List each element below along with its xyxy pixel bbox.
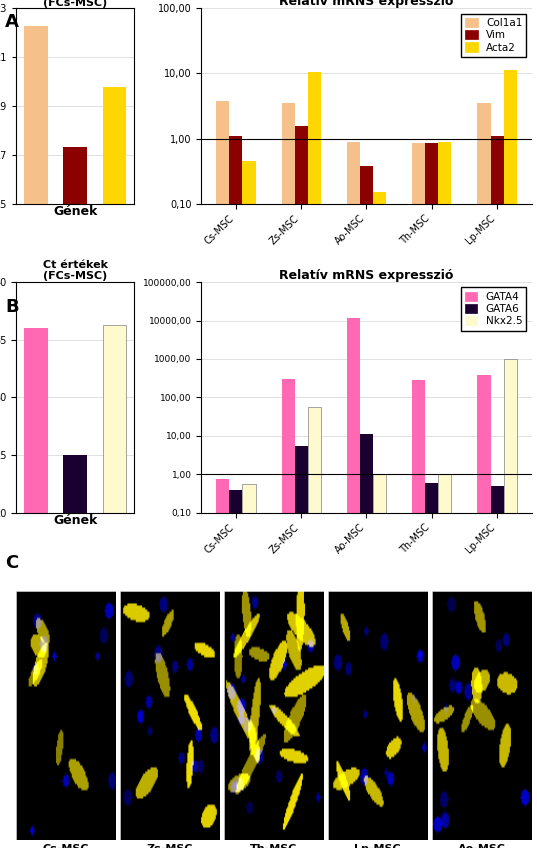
X-axis label: Cs-MSC: Cs-MSC <box>43 844 89 848</box>
Bar <box>438 142 451 848</box>
Bar <box>63 148 87 204</box>
Bar <box>281 103 295 848</box>
Bar <box>477 375 490 848</box>
Bar <box>425 483 438 848</box>
Bar <box>412 143 425 848</box>
Legend: GATA4, GATA6, Nkx2.5: GATA4, GATA6, Nkx2.5 <box>461 287 526 331</box>
Title: Relatív mRNS expresszió: Relatív mRNS expresszió <box>279 0 454 8</box>
Title: Ct értékek
(FCs-MSC): Ct értékek (FCs-MSC) <box>42 0 107 8</box>
Bar <box>412 380 425 848</box>
Bar <box>216 479 229 848</box>
Title: Relatív mRNS expresszió: Relatív mRNS expresszió <box>279 269 454 282</box>
Bar <box>373 192 386 848</box>
Bar <box>295 446 308 848</box>
Bar <box>347 317 360 848</box>
Bar <box>308 407 321 848</box>
Bar <box>216 101 229 848</box>
Text: C: C <box>5 554 19 572</box>
Bar <box>103 325 126 513</box>
X-axis label: Ao-MSC: Ao-MSC <box>458 844 506 848</box>
Text: A: A <box>5 13 19 31</box>
Bar <box>438 474 451 848</box>
Bar <box>425 143 438 848</box>
Bar <box>103 86 126 204</box>
X-axis label: Th-MSC: Th-MSC <box>250 844 297 848</box>
Bar <box>360 166 373 848</box>
Bar <box>504 70 517 848</box>
Bar <box>477 103 490 848</box>
Bar <box>373 474 386 848</box>
Bar <box>308 72 321 848</box>
Legend: Col1a1, Vim, Acta2: Col1a1, Vim, Acta2 <box>461 14 526 57</box>
Bar <box>229 489 242 848</box>
Bar <box>24 25 48 204</box>
Bar <box>295 126 308 848</box>
Bar <box>490 136 504 848</box>
Bar <box>229 136 242 848</box>
Bar <box>347 142 360 848</box>
Bar <box>504 359 517 848</box>
Text: B: B <box>5 298 19 316</box>
Title: Ct értékek
(FCs-MSC): Ct értékek (FCs-MSC) <box>42 259 107 282</box>
X-axis label: Gének: Gének <box>53 205 97 218</box>
Bar <box>360 434 373 848</box>
Bar <box>281 379 295 848</box>
Bar <box>242 484 256 848</box>
Bar <box>24 328 48 513</box>
Bar <box>63 455 87 513</box>
X-axis label: Gének: Gének <box>53 514 97 527</box>
Bar <box>490 486 504 848</box>
Bar <box>242 161 256 848</box>
X-axis label: Zs-MSC: Zs-MSC <box>147 844 193 848</box>
X-axis label: Lp-MSC: Lp-MSC <box>354 844 401 848</box>
